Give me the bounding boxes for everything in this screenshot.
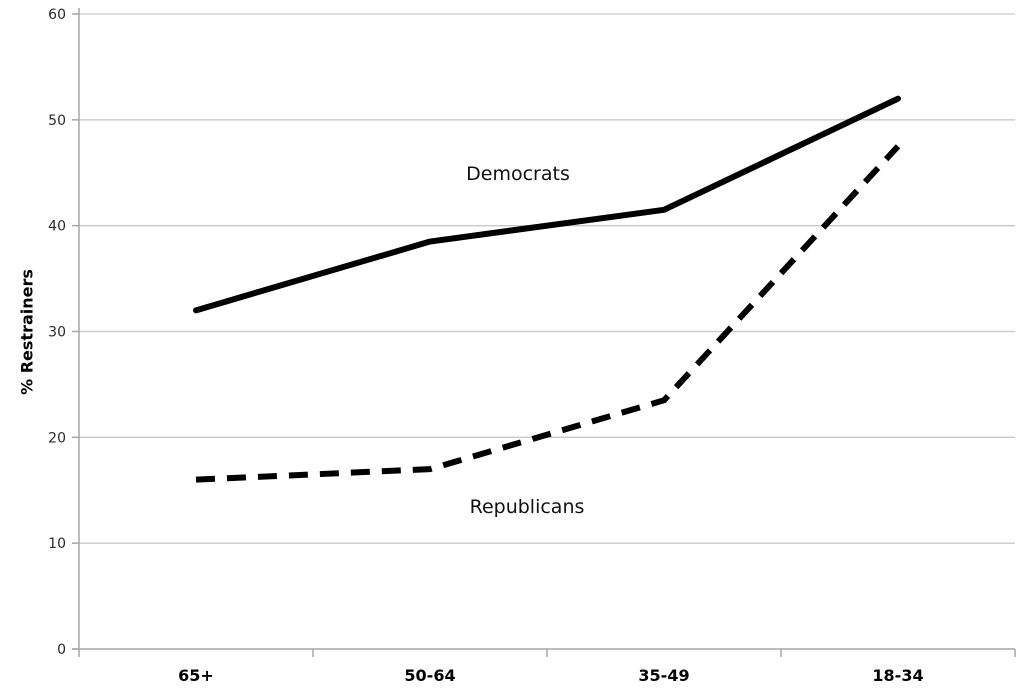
series-line-democrats xyxy=(193,95,901,314)
y-axis-title: % Restrainers xyxy=(17,269,37,395)
x-tick-label: 50-64 xyxy=(404,666,455,685)
y-tick-label: 40 xyxy=(48,219,66,235)
y-tick-label: 20 xyxy=(48,430,66,446)
y-tick-label: 10 xyxy=(48,536,66,552)
y-tick-label: 30 xyxy=(48,325,66,341)
x-tick-label: 18-34 xyxy=(872,666,923,685)
series-line-republicans xyxy=(195,144,901,483)
series-label-democrats: Democrats xyxy=(466,163,570,185)
y-tick-label: 0 xyxy=(57,642,66,658)
y-tick-label: 50 xyxy=(48,113,66,129)
x-tick-label: 65+ xyxy=(178,666,214,685)
y-tick-label: 60 xyxy=(48,7,66,23)
series-label-republicans: Republicans xyxy=(469,496,585,518)
x-tick-label: 35-49 xyxy=(638,666,689,685)
